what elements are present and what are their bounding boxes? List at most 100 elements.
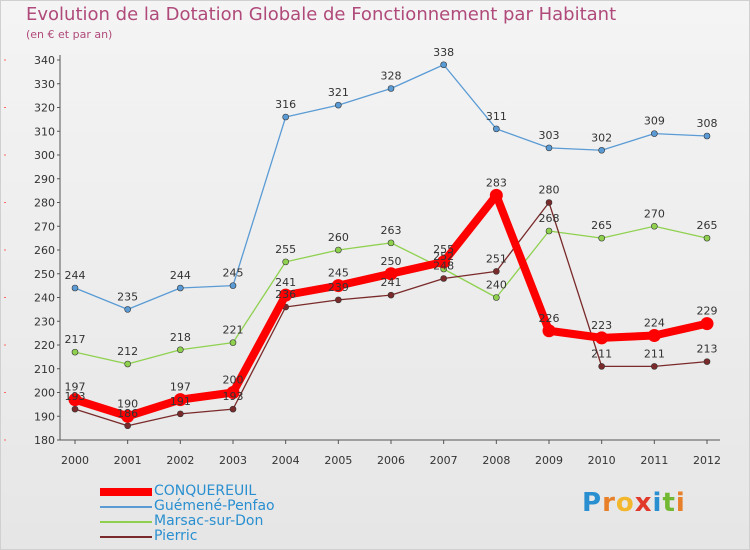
data-label: 217: [65, 333, 86, 346]
data-point: [651, 222, 658, 230]
data-label: 229: [697, 305, 718, 318]
data-label: 235: [117, 290, 138, 303]
x-tick-label: 2008: [482, 454, 510, 467]
data-label: 197: [65, 381, 86, 394]
data-point: [489, 188, 503, 202]
legend-item: CONQUEREUIL: [100, 484, 275, 499]
data-point: [124, 422, 131, 430]
data-point: [598, 363, 605, 370]
y-tick-label: 300: [34, 149, 55, 162]
x-tick-label: 2005: [324, 454, 352, 467]
y-tick-label: 230: [34, 315, 55, 328]
data-label: 190: [117, 397, 138, 410]
data-label: 191: [170, 395, 191, 408]
legend-label: Guémené-Penfao: [154, 498, 275, 514]
logo-letter: t: [662, 488, 676, 518]
data-label: 338: [433, 46, 454, 59]
y-tick-label: 180: [34, 434, 55, 447]
x-tick-label: 2002: [166, 454, 194, 467]
data-label: 321: [328, 86, 349, 99]
chart-legend: CONQUEREUIL Guémené-Penfao Marsac-sur-Don P…: [100, 484, 275, 544]
legend-swatch: [100, 505, 152, 508]
x-tick-label: 2010: [588, 454, 616, 467]
chart-data-labels: 197 190 197 200 241 245 250 255 283 226 223 224 229 2…: [65, 46, 718, 420]
legend-swatch: [100, 535, 152, 538]
chart-axes: 180 190 200 210 220 230 240 250 260 270 280 290 300 3…: [4, 54, 721, 467]
data-label: 309: [644, 115, 665, 128]
data-label: 239: [328, 281, 349, 294]
data-point: [651, 363, 658, 370]
data-label: 283: [486, 176, 507, 189]
data-label: 244: [170, 269, 191, 282]
logo-letter: P: [582, 488, 603, 518]
data-point: [700, 317, 714, 331]
data-label: 265: [591, 219, 612, 232]
data-point: [68, 393, 82, 407]
data-label: 240: [486, 279, 507, 292]
data-label: 244: [65, 269, 86, 282]
data-point: [598, 146, 605, 154]
data-label: 186: [117, 407, 138, 420]
data-point: [545, 227, 553, 235]
y-tick-label: 280: [34, 197, 55, 210]
x-tick-label: 2012: [693, 454, 721, 467]
data-point: [177, 284, 184, 292]
data-label: 251: [486, 252, 507, 265]
data-label: 211: [591, 347, 612, 360]
y-tick-label: 200: [34, 387, 55, 400]
data-point: [493, 125, 500, 133]
data-point: [226, 386, 240, 399]
legend-swatch: [100, 520, 152, 523]
data-point: [71, 405, 79, 413]
data-label: 193: [223, 390, 244, 403]
y-tick-label: 270: [34, 220, 55, 233]
data-point: [387, 85, 395, 92]
legend-label: CONQUEREUIL: [154, 483, 257, 499]
legend-swatch: [100, 487, 152, 496]
data-label: 252: [433, 250, 454, 263]
data-label: 197: [170, 381, 191, 394]
data-label: 245: [328, 267, 349, 280]
data-point: [177, 410, 184, 418]
data-point: [384, 267, 398, 281]
data-point: [335, 296, 342, 304]
data-point: [545, 199, 553, 206]
y-tick-label: 340: [34, 54, 55, 67]
data-point: [282, 113, 289, 121]
data-label: 328: [381, 70, 402, 83]
data-label: 226: [539, 312, 560, 325]
chart-subtitle: (en € et par an): [26, 28, 113, 41]
data-label: 200: [223, 374, 244, 387]
data-label: 250: [381, 255, 402, 268]
x-tick-label: 2000: [61, 454, 89, 467]
line-chart: 180 190 200 210 220 230 240 250 260 270 280 290 300 3…: [4, 46, 721, 467]
data-point: [703, 358, 711, 365]
x-tick-label: 2004: [272, 454, 300, 467]
proxiti-logo: Proxiti: [582, 488, 686, 518]
data-point: [437, 255, 451, 269]
data-label: 241: [381, 276, 402, 289]
data-point: [440, 275, 447, 282]
x-tick-label: 2011: [640, 454, 668, 467]
data-point: [229, 282, 237, 289]
data-point: [335, 101, 342, 109]
data-point: [282, 258, 289, 266]
y-tick-label: 250: [34, 268, 55, 281]
data-point: [493, 268, 500, 275]
y-tick-label: 290: [34, 173, 55, 186]
data-point: [545, 144, 553, 152]
logo-letter: i: [652, 488, 663, 518]
y-tick-label: 310: [34, 125, 55, 138]
legend-label: Pierric: [154, 528, 198, 544]
data-label: 236: [275, 288, 296, 301]
data-point: [703, 132, 711, 140]
data-point: [387, 291, 395, 299]
logo-letter: o: [615, 488, 635, 518]
data-label: 302: [591, 131, 612, 144]
data-label: 213: [697, 343, 718, 356]
data-label: 211: [644, 347, 665, 360]
x-tick-label: 2001: [114, 454, 142, 467]
data-label: 263: [381, 224, 402, 237]
y-tick-label: 220: [34, 339, 55, 352]
data-point: [71, 284, 79, 292]
